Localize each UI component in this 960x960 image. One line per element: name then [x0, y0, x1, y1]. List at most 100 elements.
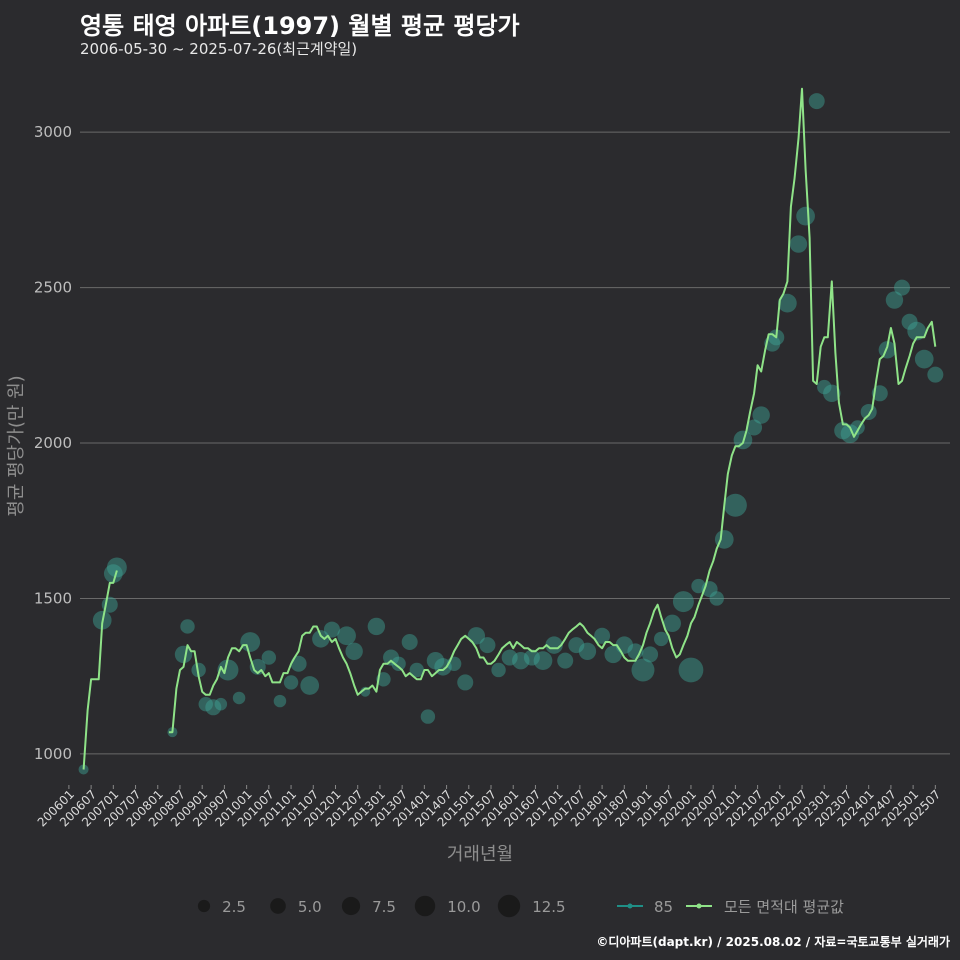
legend-size-label: 5.0 [298, 898, 322, 916]
data-point-85 [426, 651, 445, 670]
data-point-85 [501, 649, 518, 666]
data-point-85 [261, 650, 277, 665]
data-point-85 [823, 384, 841, 403]
data-point-85 [545, 636, 563, 654]
data-point-85 [604, 645, 622, 664]
source-credit: ©디아파트(dapt.kr) / 2025.08.02 / 자료=국토교통부 실… [596, 935, 950, 949]
data-point-85 [653, 631, 669, 647]
chart-title: 영통 태영 아파트(1997) 월별 평균 평당가 [80, 12, 520, 40]
legend-label-85: 85 [654, 898, 673, 916]
data-point-85 [796, 206, 815, 226]
chart-subtitle: 2006-05-30 ~ 2025-07-26(최근계약일) [80, 40, 358, 58]
data-point-85 [840, 424, 860, 444]
data-point-85 [323, 621, 340, 638]
data-point-85 [907, 321, 927, 341]
data-point-85 [752, 406, 770, 424]
data-point-85 [180, 619, 195, 634]
data-point-85 [885, 291, 904, 309]
data-point-85 [383, 649, 400, 666]
data-point-85 [457, 674, 474, 691]
legend-size-dot-12.5 [497, 894, 521, 918]
y-tick-label-1500: 1500 [34, 589, 72, 607]
data-point-85 [672, 591, 694, 613]
data-point-85 [491, 662, 506, 678]
data-point-85 [631, 658, 655, 682]
data-point-85 [467, 627, 486, 645]
legend-label-average: 모든 면적대 평균값 [724, 898, 844, 916]
y-tick-label-3000: 3000 [34, 123, 72, 141]
data-point-85 [401, 634, 418, 650]
data-point-85 [345, 642, 363, 661]
data-point-85 [479, 637, 496, 654]
y-axis-ticks: 1000 1500 2000 2500 3000 [34, 123, 72, 763]
data-point-85 [808, 93, 825, 110]
legend-size-dot-7.5 [341, 896, 361, 916]
data-point-85 [568, 637, 585, 654]
data-point-85 [283, 675, 299, 690]
data-point-85 [746, 419, 763, 436]
data-point-85 [678, 657, 704, 683]
data-point-85 [337, 626, 356, 646]
legend-size-dot-10.0 [414, 895, 436, 917]
legend-size-label: 12.5 [532, 898, 565, 916]
y-axis-label: 평균 평당가(만 원) [6, 375, 27, 516]
legend-size-label: 7.5 [372, 898, 396, 916]
data-point-85 [191, 662, 206, 678]
data-point-85 [878, 341, 897, 359]
y-tick-label-2500: 2500 [34, 279, 72, 297]
data-point-85 [214, 697, 228, 711]
data-point-85 [174, 645, 193, 664]
y-tick-label-1000: 1000 [34, 745, 72, 763]
data-point-85 [860, 403, 877, 420]
data-point-85 [232, 691, 246, 705]
data-point-85 [723, 493, 747, 517]
data-point-85 [198, 696, 213, 712]
data-point-85 [691, 578, 706, 594]
y-tick-label-2000: 2000 [34, 434, 72, 452]
data-point-85 [533, 651, 553, 671]
data-point-85 [273, 694, 287, 708]
data-point-85 [594, 627, 611, 644]
data-point-85 [914, 349, 934, 369]
data-point-85 [523, 649, 540, 666]
data-point-85 [789, 235, 808, 253]
legend-size-label: 10.0 [447, 898, 480, 916]
data-point-85 [409, 662, 424, 678]
data-point-85 [817, 379, 832, 395]
data-point-85 [312, 630, 330, 648]
data-point-85 [709, 591, 724, 606]
legend-size-dot-5.0 [270, 898, 286, 914]
data-point-85 [420, 709, 436, 724]
legend: 2.5 5.0 7.5 10.0 12.5 85 모든 면적대 평균값 [197, 894, 844, 918]
data-point-85 [300, 676, 320, 695]
data-point-85 [205, 699, 222, 716]
x-axis-label: 거래년월 [447, 844, 513, 865]
data-point-85 [578, 642, 597, 661]
data-point-85 [290, 655, 307, 672]
data-point-85 [642, 646, 659, 663]
average-line-segment-0 [82, 570, 118, 770]
scatter-points-85 [78, 93, 944, 775]
data-point-85 [512, 651, 530, 670]
data-point-85 [778, 293, 797, 313]
data-point-85 [217, 659, 239, 681]
data-point-85 [367, 617, 386, 636]
data-point-85 [663, 614, 682, 633]
grid-lines [80, 131, 950, 755]
data-point-85 [901, 313, 918, 330]
data-point-85 [557, 652, 574, 669]
data-point-85 [240, 632, 261, 652]
legend-size-dot-2.5 [197, 899, 211, 913]
legend-dot-average [696, 903, 702, 909]
data-point-85 [103, 564, 123, 583]
average-line [82, 87, 937, 770]
data-point-85 [927, 366, 944, 383]
data-point-85 [106, 557, 127, 578]
data-point-85 [391, 656, 406, 671]
x-axis-ticks: 2006012006072007012007072008012008072009… [35, 785, 943, 830]
legend-size-label: 2.5 [222, 898, 246, 916]
average-line-segment-1 [168, 87, 937, 734]
legend-dot-85 [627, 903, 633, 909]
data-point-85 [894, 279, 911, 296]
